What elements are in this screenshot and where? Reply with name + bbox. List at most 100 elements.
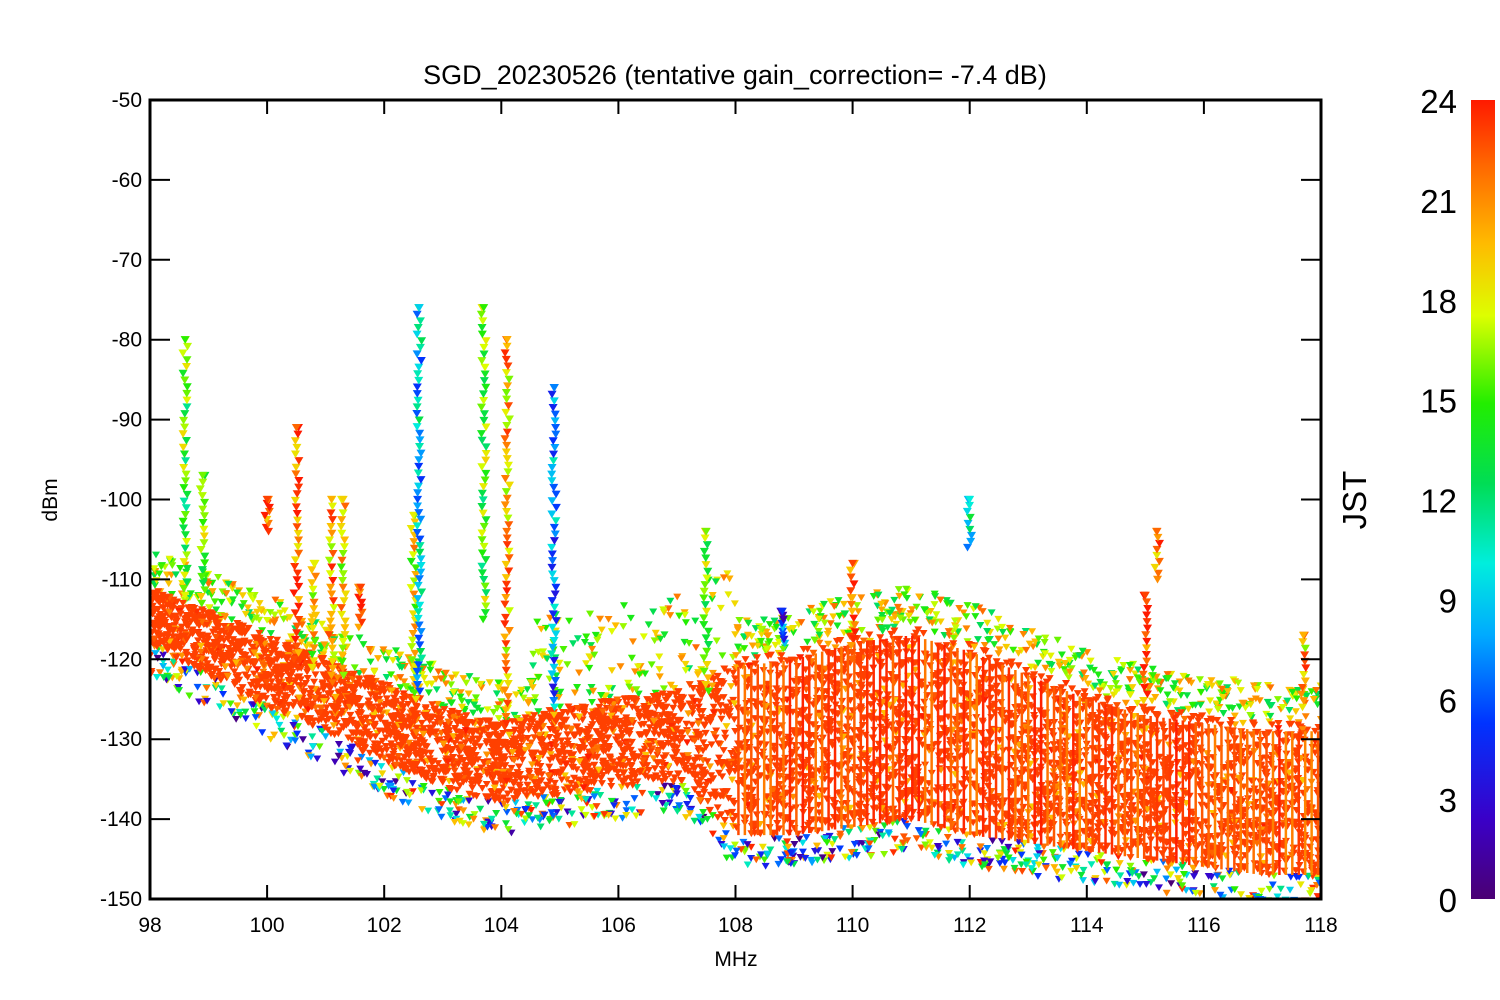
noise-floor-mark [658,777,667,785]
noise-outlier-mark [437,801,446,808]
noise-outlier-mark [1034,635,1043,643]
noise-outlier-mark [632,812,641,820]
noise-outlier-mark [1291,708,1300,716]
noise-outlier-mark [693,671,702,679]
noise-outlier-mark [365,757,374,765]
noise-outlier-mark [485,679,494,687]
noise-outlier-mark [1265,885,1274,893]
noise-outlier-mark [681,667,690,674]
noise-outlier-mark [1255,697,1264,705]
noise-outlier-mark [1217,685,1226,693]
noise-outlier-mark [945,632,954,640]
noise-outlier-mark [611,622,620,630]
noise-outlier-mark [318,728,327,735]
noise-outlier-mark [377,763,386,770]
noise-outlier-mark [1189,864,1198,872]
noise-outlier-mark [1212,700,1221,708]
noise-outlier-mark [219,691,228,698]
noise-outlier-mark [450,818,459,826]
noise-floor-mark [490,784,499,792]
noise-outlier-mark [625,683,634,691]
noise-outlier-mark [1239,699,1248,707]
noise-outlier-mark [270,619,279,627]
noise-floor-mark [255,629,264,637]
noise-outlier-mark [1214,706,1223,713]
noise-outlier-mark [586,642,595,649]
noise-outlier-mark [983,619,992,627]
noise-outlier-mark [743,631,752,639]
noise-outlier-mark [1204,873,1213,880]
noise-outlier-mark [1292,695,1301,703]
noise-outlier-mark [735,616,744,624]
noise-outlier-mark [967,859,976,867]
noise-outlier-mark [1294,686,1303,694]
noise-outlier-mark [665,792,674,800]
noise-outlier-mark [565,617,574,625]
noise-floor-mark [394,753,403,760]
noise-outlier-mark [1074,850,1083,858]
noise-outlier-mark [766,846,775,854]
noise-outlier-mark [853,602,862,609]
noise-outlier-mark [756,626,765,633]
noise-outlier-mark [951,624,960,632]
noise-outlier-mark [647,790,656,798]
noise-outlier-mark [493,705,502,712]
noise-outlier-mark [1028,628,1037,635]
noise-outlier-mark [1033,843,1042,851]
noise-outlier-mark [534,708,543,716]
noise-outlier-mark [408,780,417,787]
noise-outlier-mark [686,794,695,802]
noise-outlier-mark [893,844,902,852]
noise-outlier-mark [638,789,647,797]
noise-floor-mark [664,739,673,747]
noise-outlier-mark [570,689,579,697]
noise-floor-mark [211,633,220,641]
noise-outlier-mark [511,799,520,807]
noise-floor-mark [670,774,679,782]
noise-outlier-mark [1004,854,1013,862]
noise-outlier-mark [650,637,659,645]
noise-outlier-mark [165,555,174,563]
noise-outlier-mark [1206,697,1215,705]
noise-floor-mark [636,731,645,738]
noise-outlier-mark [802,834,811,841]
noise-outlier-mark [236,694,245,702]
noise-outlier-mark [1266,712,1275,720]
noise-floor-mark [1203,750,1212,757]
noise-outlier-mark [1085,664,1094,672]
noise-floor-mark [887,630,896,638]
noise-outlier-mark [1047,661,1056,669]
noise-outlier-mark [1050,864,1059,871]
noise-outlier-mark [569,640,578,648]
noise-outlier-mark [378,778,387,786]
noise-floor-mark [694,703,703,711]
noise-outlier-mark [419,782,428,790]
noise-outlier-mark [479,820,488,828]
noise-outlier-mark [1086,657,1095,665]
noise-floor-mark [695,698,704,706]
noise-outlier-mark [784,843,793,851]
noise-outlier-mark [172,673,181,680]
noise-floor-mark [625,757,634,765]
noise-floor-mark [685,681,694,688]
noise-outlier-mark [878,832,887,840]
noise-outlier-mark [1286,873,1295,881]
noise-outlier-mark [1128,870,1137,877]
noise-outlier-mark [903,837,912,845]
noise-outlier-mark [519,694,528,702]
noise-outlier-mark [462,679,471,687]
noise-outlier-mark [345,635,354,643]
noise-outlier-mark [869,593,878,600]
noise-outlier-mark [239,600,248,607]
noise-outlier-mark [944,628,953,635]
noise-outlier-mark [740,645,749,652]
noise-outlier-mark [1223,688,1232,695]
noise-floor-mark [689,685,698,692]
noise-outlier-mark [627,654,636,662]
noise-outlier-mark [434,668,443,676]
noise-outlier-mark [308,733,317,741]
noise-outlier-mark [833,622,842,630]
noise-outlier-mark [1301,713,1310,721]
noise-outlier-mark [659,685,668,693]
noise-outlier-mark [233,589,242,597]
